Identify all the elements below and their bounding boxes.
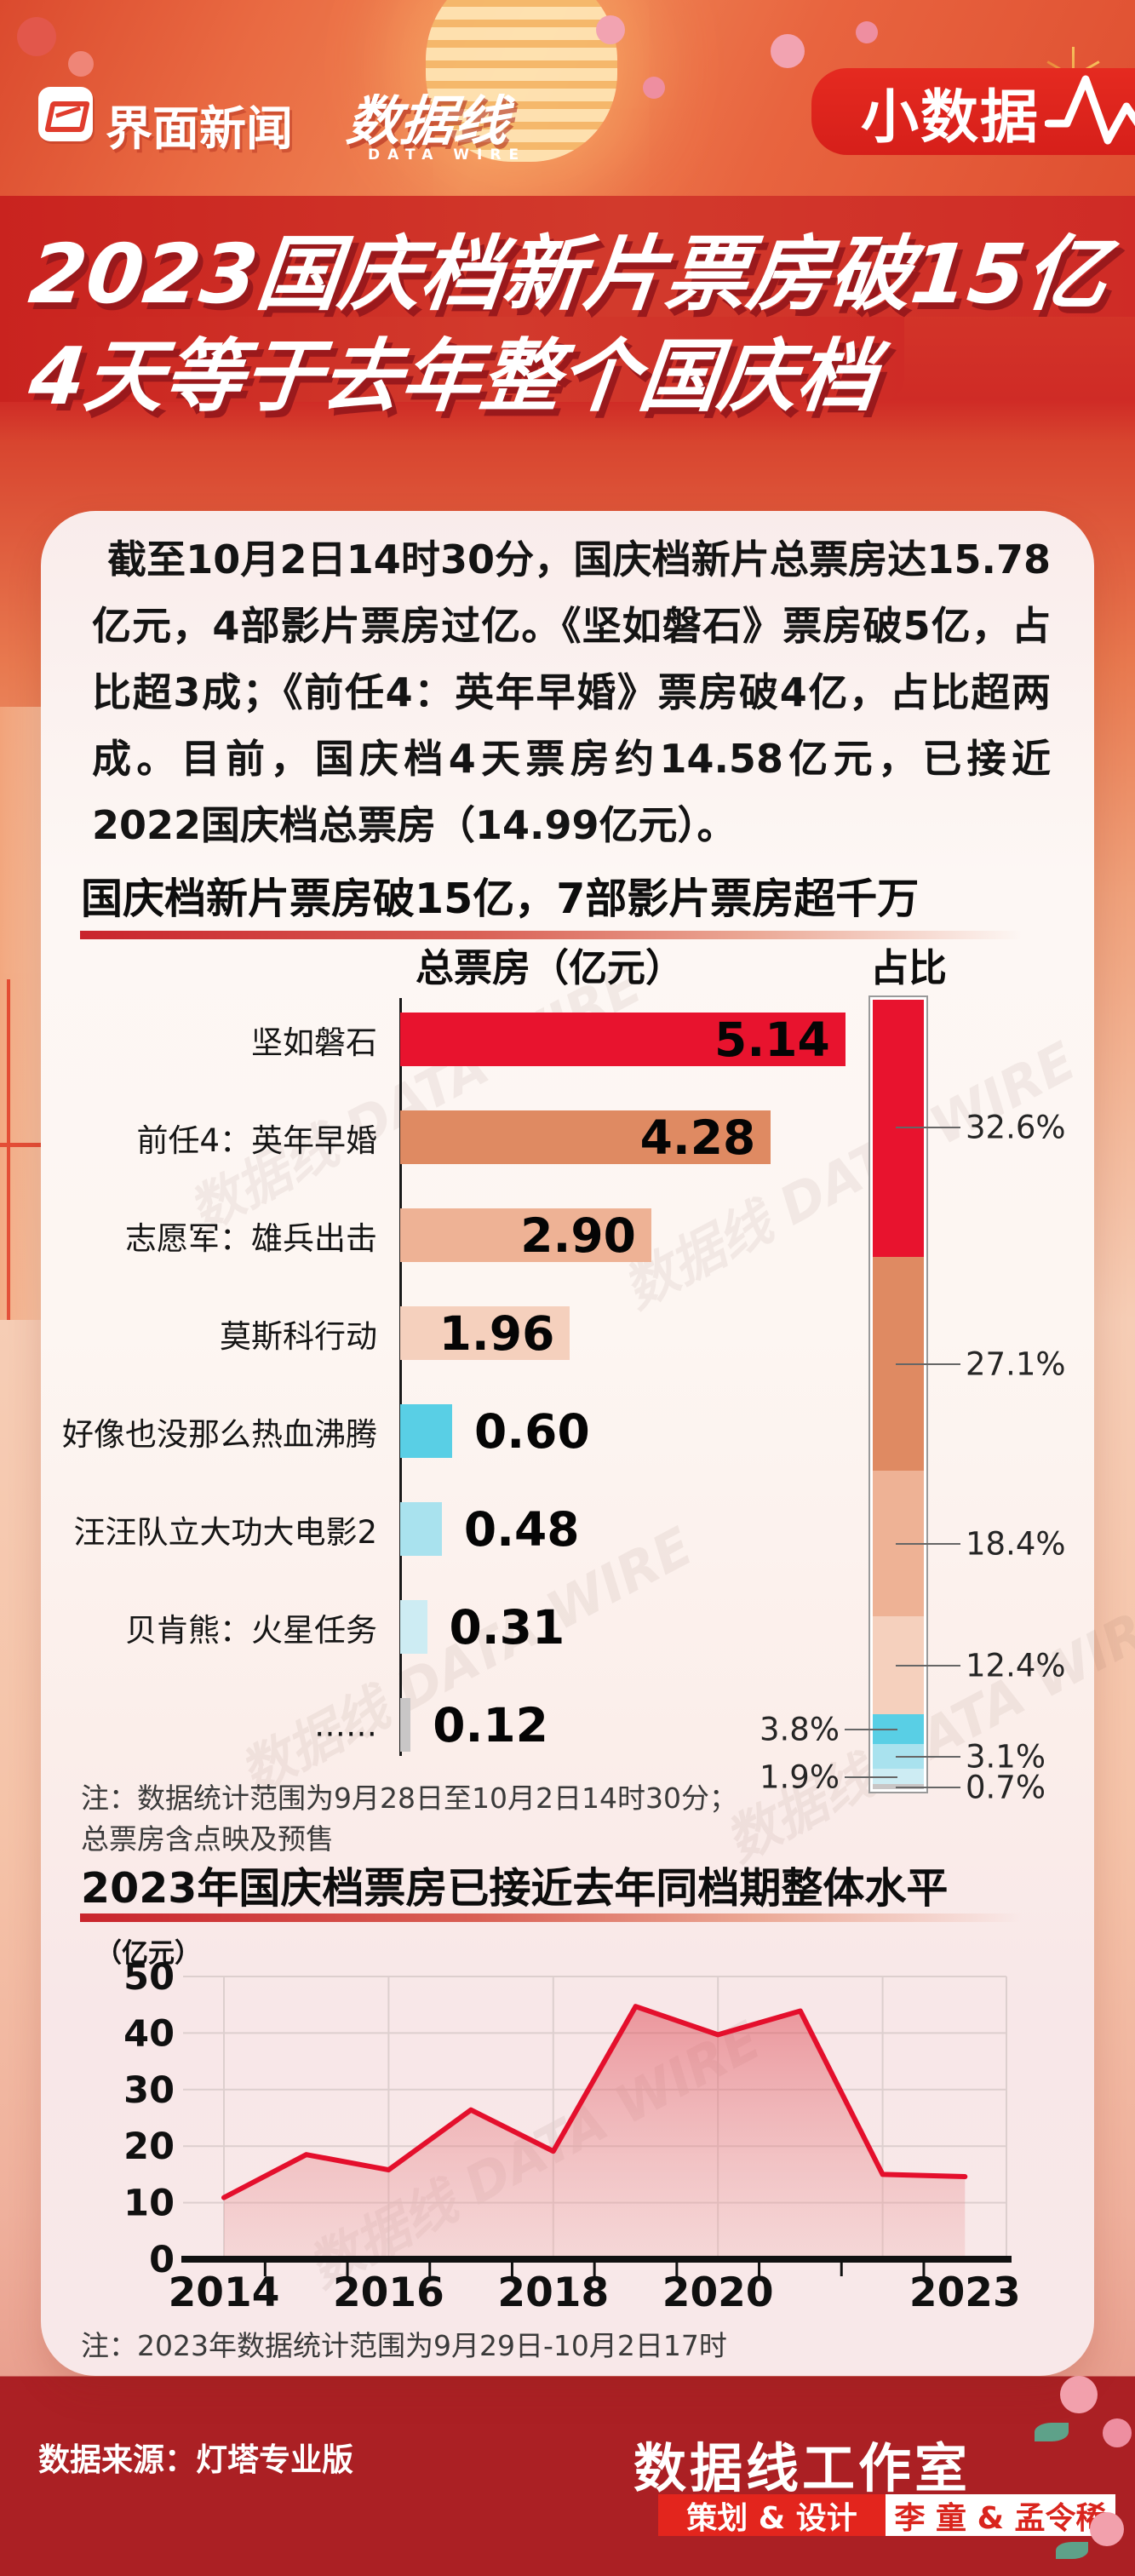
leaf-decoration xyxy=(1056,2542,1088,2559)
share-label: 12.4% xyxy=(966,1647,1066,1684)
share-connector xyxy=(896,1127,960,1129)
data-source: 数据来源：灯塔专业版 xyxy=(38,2441,353,2478)
ytick-label: 30 xyxy=(123,2069,175,2112)
intro-paragraph: 截至10月2日14时30分，国庆档新片总票房达15.78亿元，4部影片票房过亿。… xyxy=(92,536,1051,848)
trend-area xyxy=(224,2006,966,2259)
ytick-label: 10 xyxy=(123,2183,175,2225)
share-label: 3.1% xyxy=(966,1738,1046,1776)
movie-label: 贝肯熊：火星任务 xyxy=(125,1611,377,1649)
bar-chart-title: 国庆档新片票房破15亿，7部影片票房超千万 xyxy=(81,875,920,923)
movie-bar xyxy=(400,1502,442,1556)
jiemian-logo-icon xyxy=(38,87,93,141)
bar-chart-note-line2: 总票房含点映及预售 xyxy=(81,1822,334,1856)
main-title-line2: 4天等于去年整个国庆档 xyxy=(25,330,882,422)
blossom-decoration xyxy=(1060,2376,1098,2413)
year-label: 2016 xyxy=(333,2269,444,2316)
title-background-block xyxy=(0,317,904,402)
xiaoshuju-badge-label: 小数据 xyxy=(861,83,1040,152)
share-connector xyxy=(896,1786,960,1788)
share-segment xyxy=(873,1768,924,1784)
movie-bar xyxy=(400,1404,453,1458)
xiaoshuju-badge: 小数据 xyxy=(811,68,1135,155)
blossom-decoration xyxy=(1090,2512,1124,2546)
share-column-header: 占比 xyxy=(870,945,948,990)
trend-line xyxy=(221,2004,968,2200)
credit-role-label: 策划 & 设计 xyxy=(658,2494,886,2536)
main-title-line1: 2023国庆档新片票房破15亿 xyxy=(25,227,1112,322)
year-label: 2018 xyxy=(497,2269,609,2316)
trend-chart: 0 10 20 30 40 50 2014 2016 2018 2020 2023 xyxy=(123,1956,1021,2316)
ytick-label: 50 xyxy=(123,1956,175,1999)
movie-bar xyxy=(400,1208,651,1262)
share-connector xyxy=(896,1543,960,1546)
share-label: 0.7% xyxy=(966,1769,1046,1806)
movie-bar xyxy=(400,1698,411,1752)
year-label: 2020 xyxy=(662,2269,774,2316)
movie-bar xyxy=(400,1306,570,1360)
ytick-label: 40 xyxy=(123,2012,175,2055)
trend-chart-unit-label: （亿元） xyxy=(95,1938,201,1969)
ytick-label: 20 xyxy=(123,2126,175,2168)
movie-value: 1.96 xyxy=(439,1305,555,1361)
share-label: 1.9% xyxy=(760,1758,840,1796)
trend-chart-title: 2023年国庆档票房已接近去年同档期整体水平 xyxy=(81,1864,949,1913)
movie-label: 坚如磐石 xyxy=(251,1024,377,1061)
datawire-brand-subtitle: DATA WIRE xyxy=(368,146,527,164)
share-label: 32.6% xyxy=(966,1109,1066,1146)
lantern-decoration xyxy=(426,0,617,162)
movie-value: 0.12 xyxy=(433,1697,548,1753)
blossom-decoration xyxy=(596,15,625,44)
blossom-decoration xyxy=(643,77,665,99)
movie-value: 0.48 xyxy=(463,1501,580,1557)
share-connector xyxy=(896,1665,960,1667)
movie-label: 前任4：英年早婚 xyxy=(136,1122,377,1159)
bar-chart-note-line1: 注：数据统计范围为9月28日至10月2日14时30分； xyxy=(81,1781,737,1815)
movie-value: 4.28 xyxy=(639,1110,756,1165)
share-connector xyxy=(896,1363,960,1365)
year-label: 2023 xyxy=(909,2269,1021,2316)
studio-name: 数据线工作室 xyxy=(633,2437,971,2499)
section-divider xyxy=(80,1913,1071,1922)
jiemian-brand-name: 界面新闻 xyxy=(106,101,294,156)
datawire-brand-name: 数据线 xyxy=(343,90,512,152)
blossom-decoration xyxy=(17,17,56,56)
share-label: 3.8% xyxy=(760,1711,840,1748)
movie-label: 好像也没那么热血沸腾 xyxy=(62,1415,377,1453)
blossom-decoration xyxy=(856,21,878,43)
share-connector xyxy=(896,1756,960,1758)
blossom-decoration xyxy=(1103,2418,1132,2447)
x-axis xyxy=(181,2256,1012,2263)
share-label: 27.1% xyxy=(966,1345,1066,1383)
movie-bar xyxy=(400,1110,771,1164)
movie-label: 莫斯科行动 xyxy=(220,1317,377,1355)
movie-value: 5.14 xyxy=(714,1012,830,1067)
title-background-block xyxy=(0,196,1135,317)
movie-value: 0.31 xyxy=(449,1599,565,1655)
boxoffice-column-header: 总票房（亿元） xyxy=(416,945,685,990)
movie-value: 0.60 xyxy=(474,1403,590,1459)
pulse-icon xyxy=(1045,75,1135,145)
blossom-decoration xyxy=(68,51,94,77)
movie-bar xyxy=(400,1013,846,1066)
bar-chart-axis xyxy=(399,998,402,1756)
movie-label: 志愿军：雄兵出击 xyxy=(125,1219,377,1257)
year-label: 2014 xyxy=(169,2269,280,2316)
movie-label: …… xyxy=(314,1707,377,1743)
share-label: 18.4% xyxy=(966,1525,1066,1563)
trend-chart-note: 注：2023年数据统计范围为9月29日-10月2日17时 xyxy=(81,2329,727,2362)
credit-names: 李 童 & 孟令稀 xyxy=(886,2494,1115,2536)
blossom-decoration xyxy=(771,34,805,68)
share-stacked-bar xyxy=(868,995,928,1793)
section-divider xyxy=(80,931,1071,939)
movie-label: 汪汪队立大功大电影2 xyxy=(73,1513,377,1551)
share-connector xyxy=(845,1729,897,1731)
ytick-label: 0 xyxy=(149,2239,175,2281)
share-connector xyxy=(845,1776,897,1778)
movie-bar xyxy=(400,1600,427,1654)
leaf-decoration xyxy=(1035,2423,1069,2441)
movie-value: 2.90 xyxy=(520,1208,636,1263)
